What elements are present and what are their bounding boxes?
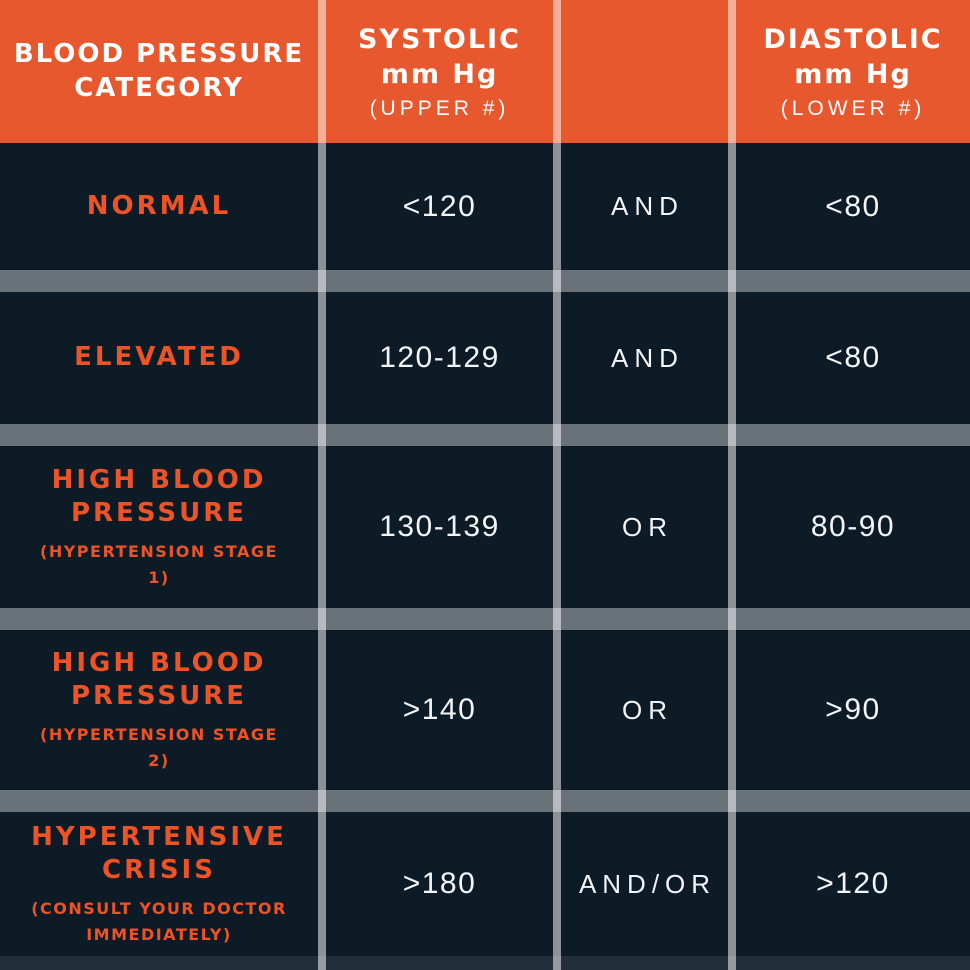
header-systolic-unit: mm Hg — [380, 59, 499, 90]
row-separator — [0, 424, 970, 446]
diastolic-cell: 80-90 — [736, 446, 970, 608]
bottom-edge-strip — [0, 956, 970, 970]
diastolic-cell: >120 — [736, 812, 970, 956]
diastolic-value: 80-90 — [810, 510, 896, 543]
table-row-hypertension-stage-2: HIGH BLOOD PRESSURE (HYPERTENSION STAGE … — [0, 630, 970, 790]
category-cell: HYPERTENSIVE CRISIS (CONSULT YOUR DOCTOR… — [0, 812, 318, 956]
logic-cell: OR — [561, 630, 728, 790]
table-header-row: BLOOD PRESSURE CATEGORY SYSTOLIC mm Hg (… — [0, 0, 970, 143]
systolic-value: >180 — [402, 867, 477, 900]
diastolic-cell: <80 — [736, 143, 970, 270]
table-row-hypertensive-crisis: HYPERTENSIVE CRISIS (CONSULT YOUR DOCTOR… — [0, 812, 970, 956]
header-category-cell: BLOOD PRESSURE CATEGORY — [0, 0, 318, 143]
row-separator — [0, 608, 970, 630]
header-diastolic-unit: mm Hg — [794, 59, 912, 90]
diastolic-value: <80 — [825, 341, 881, 374]
row-separator — [0, 270, 970, 292]
category-cell: ELEVATED — [0, 292, 318, 424]
logic-cell: AND — [561, 292, 728, 424]
diastolic-value: <80 — [825, 189, 881, 223]
systolic-value: <120 — [402, 189, 477, 223]
logic-cell: AND — [561, 143, 728, 270]
category-cell: NORMAL — [0, 143, 318, 270]
table-row-elevated: ELEVATED 120-129 AND <80 — [0, 292, 970, 424]
category-subtext: (HYPERTENSION STAGE 1) — [40, 542, 278, 587]
category-subtext: (HYPERTENSION STAGE 2) — [40, 725, 278, 770]
systolic-cell: <120 — [326, 143, 553, 270]
category-subtext: (CONSULT YOUR DOCTOR IMMEDIATELY) — [31, 899, 287, 944]
logic-value: AND — [611, 191, 684, 221]
category-cell: HIGH BLOOD PRESSURE (HYPERTENSION STAGE … — [0, 446, 318, 608]
logic-value: AND — [611, 342, 684, 373]
diastolic-value: >120 — [816, 867, 890, 900]
table-row-normal: NORMAL <120 AND <80 — [0, 143, 970, 270]
diastolic-cell: >90 — [736, 630, 970, 790]
category-label: HYPERTENSIVE CRISIS — [31, 821, 287, 886]
logic-value: OR — [622, 511, 673, 542]
systolic-cell: 120-129 — [326, 292, 553, 424]
logic-cell: OR — [561, 446, 728, 608]
systolic-cell: >140 — [326, 630, 553, 790]
header-diastolic-cell: DIASTOLIC mm Hg (LOWER #) — [736, 0, 970, 143]
header-connector-cell — [561, 0, 728, 143]
table-row-hypertension-stage-1: HIGH BLOOD PRESSURE (HYPERTENSION STAGE … — [0, 446, 970, 608]
category-label: ELEVATED — [74, 342, 244, 373]
header-systolic-cell: SYSTOLIC mm Hg (UPPER #) — [326, 0, 553, 143]
logic-value: OR — [622, 694, 673, 725]
header-systolic-note: (UPPER #) — [369, 97, 510, 121]
row-separator — [0, 790, 970, 812]
header-systolic-title: SYSTOLIC — [358, 23, 521, 55]
systolic-value: >140 — [402, 693, 477, 726]
logic-cell: AND/OR — [561, 812, 728, 956]
diastolic-value: >90 — [825, 693, 881, 726]
category-label: HIGH BLOOD PRESSURE — [51, 647, 267, 712]
systolic-cell: 130-139 — [326, 446, 553, 608]
category-label: HIGH BLOOD PRESSURE — [51, 464, 267, 529]
logic-value: AND/OR — [578, 868, 717, 899]
header-diastolic-note: (LOWER #) — [780, 97, 926, 121]
category-label: NORMAL — [86, 190, 232, 221]
header-category-label: BLOOD PRESSURE CATEGORY — [13, 38, 305, 103]
header-diastolic-title: DIASTOLIC — [763, 23, 943, 55]
systolic-cell: >180 — [326, 812, 553, 956]
diastolic-cell: <80 — [736, 292, 970, 424]
systolic-value: 120-129 — [379, 341, 500, 374]
category-cell: HIGH BLOOD PRESSURE (HYPERTENSION STAGE … — [0, 630, 318, 790]
systolic-value: 130-139 — [379, 510, 500, 543]
